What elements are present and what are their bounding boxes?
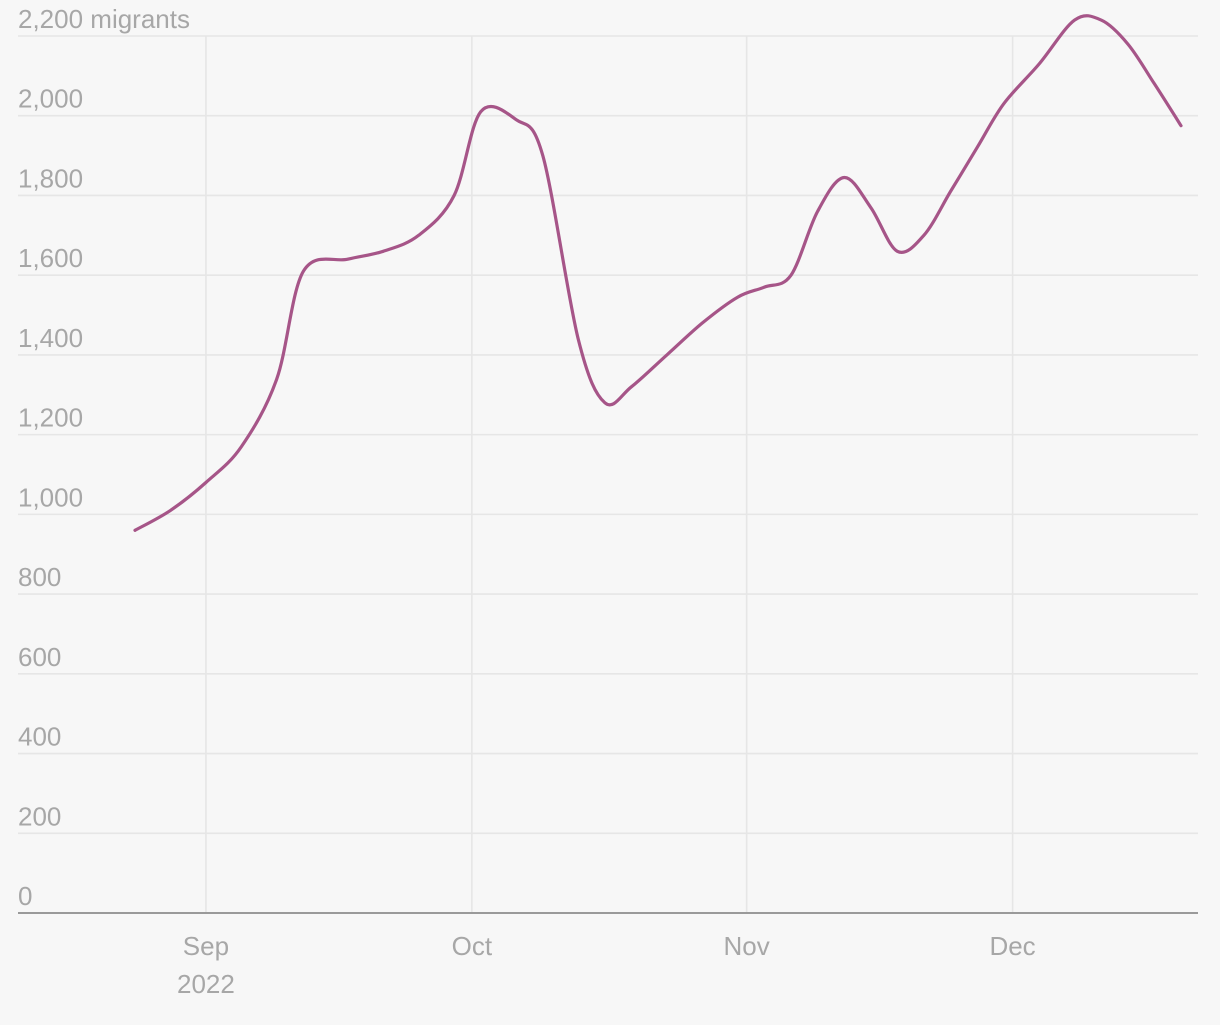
- y-tick-label: 1,400: [18, 323, 83, 353]
- x-tick-label: Oct: [452, 931, 493, 961]
- x-tick-label: Nov: [724, 931, 770, 961]
- x-tick-label: Dec: [989, 931, 1035, 961]
- y-gridlines: [18, 35, 1198, 835]
- y-tick-label: 800: [18, 562, 61, 592]
- x-tick-label: Sep: [183, 931, 229, 961]
- y-tick-label: 2,000: [18, 84, 83, 114]
- x-tick-sublabel: 2022: [177, 969, 235, 999]
- y-tick-label: 1,200: [18, 403, 83, 433]
- y-tick-label: 0: [18, 881, 32, 911]
- x-axis-tick-labels: Sep 2022 Oct Nov Dec: [177, 931, 1036, 999]
- y-tick-label: 200: [18, 801, 61, 831]
- y-tick-label: 1,600: [18, 243, 83, 273]
- series-line: [133, 14, 1183, 532]
- y-tick-label: 2,200 migrants: [18, 4, 190, 34]
- y-tick-label: 1,800: [18, 163, 83, 193]
- series-group: [133, 14, 1183, 532]
- y-tick-label: 400: [18, 722, 61, 752]
- x-gridlines: [205, 36, 1014, 913]
- y-tick-label: 1,000: [18, 482, 83, 512]
- y-axis-tick-labels: 0 200 400 600 800 1,000 1,200 1,400 1,600 1,800 2,…: [18, 4, 190, 911]
- y-tick-label: 600: [18, 642, 61, 672]
